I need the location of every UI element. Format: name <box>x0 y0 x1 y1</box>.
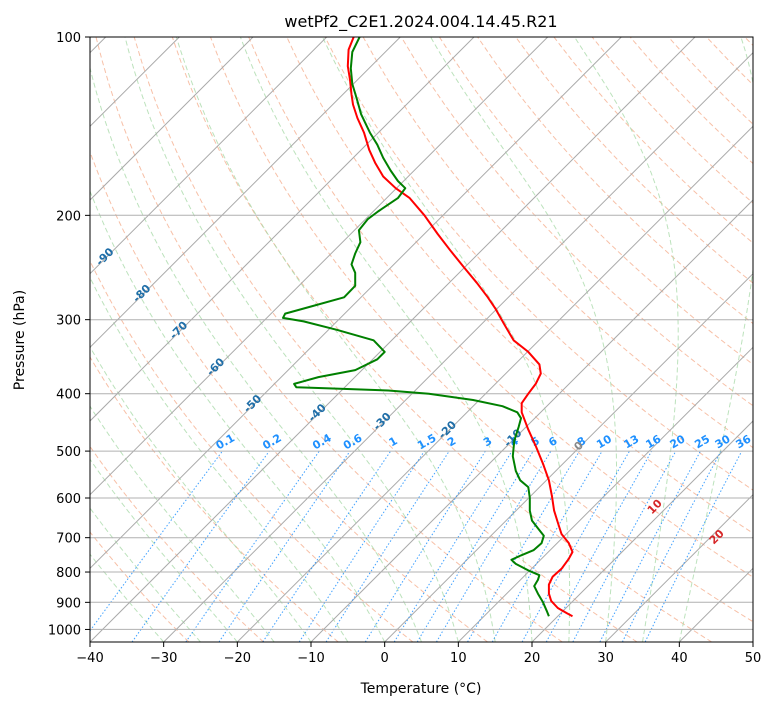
moist-adiabat-line <box>90 189 386 642</box>
x-axis-label: Temperature (°C) <box>360 681 482 697</box>
y-tick-label: 300 <box>56 314 81 329</box>
dry-adiabat-line <box>95 37 563 642</box>
chart-title: wetPf2_C2E1.2024.004.14.45.R21 <box>284 12 557 32</box>
isotherm-line <box>163 51 753 642</box>
isotherm-line <box>457 346 753 642</box>
moist-adiabat-line <box>175 37 496 642</box>
plot-area <box>90 37 753 642</box>
dry-adiabat-line <box>210 37 753 623</box>
dry-adiabat-line <box>90 445 264 642</box>
x-tick-label: 50 <box>745 651 762 666</box>
y-tick-label: 800 <box>56 566 81 581</box>
x-tick-label: 10 <box>450 651 467 666</box>
plot-frame <box>89 36 754 643</box>
mixing-ratio-line <box>90 450 223 632</box>
mixing-ratio-line <box>325 450 450 642</box>
isotherm-line <box>531 420 753 642</box>
mixing-ratio-line <box>262 450 392 642</box>
x-tick-label: −10 <box>297 651 324 666</box>
moist-adiabat-line <box>678 37 753 642</box>
mixing-ratio-line <box>644 450 743 642</box>
isotherm-line <box>384 272 753 642</box>
y-tick-label: 700 <box>56 532 81 547</box>
profile-series <box>282 37 574 618</box>
dry-adiabat-line <box>90 531 190 642</box>
x-tick-label: −40 <box>76 651 103 666</box>
mixing-ratio-line <box>599 450 701 642</box>
moist-adiabat-line <box>574 37 679 642</box>
isotherm-line <box>236 125 753 642</box>
mixing-ratio-label: 36 <box>733 432 753 451</box>
mixing-ratio-line <box>185 450 320 642</box>
moist-adiabat-line <box>430 37 617 642</box>
dry-adiabat-line <box>90 150 488 642</box>
dry-adiabat-line <box>438 37 753 366</box>
isotherm-line <box>90 37 328 275</box>
moist-adiabat-line <box>124 37 459 642</box>
moist-adiabat-line <box>322 37 571 642</box>
dry-adiabat-line <box>400 37 753 407</box>
x-tick-label: 40 <box>671 651 688 666</box>
moist-adiabat-line <box>90 276 349 642</box>
x-tick-label: −20 <box>224 651 251 666</box>
y-tick-label: 400 <box>56 388 81 403</box>
mixing-ratio-line <box>364 450 486 642</box>
x-tick-label: −30 <box>150 651 177 666</box>
moist-adiabat-line <box>90 65 422 642</box>
dry-adiabat-line <box>248 37 753 578</box>
y-tick-label: 600 <box>56 492 81 507</box>
isotherm-line <box>90 37 254 201</box>
x-tick-label: 0 <box>381 651 389 666</box>
dry-adiabat-line <box>324 37 753 491</box>
y-tick-label: 200 <box>56 209 81 224</box>
mixing-ratio-line <box>545 450 653 642</box>
isotherm-line <box>90 37 401 349</box>
isotherm-line <box>605 493 753 642</box>
moist-adiabat-line <box>239 37 533 642</box>
dry-adiabat-line <box>171 37 712 642</box>
y-tick-label: 900 <box>56 596 81 611</box>
mixing-ratio-line <box>621 450 722 642</box>
background-lines <box>90 37 753 642</box>
x-tick-label: 20 <box>524 651 541 666</box>
mixing-ratio-line <box>218 450 351 642</box>
isotherm-line <box>310 199 753 642</box>
y-tick-label: 500 <box>56 445 81 460</box>
moist-adiabat-line <box>90 405 275 642</box>
mixing-ratio-line <box>435 450 552 642</box>
axes: −40 −30 −20 −10 0 10 20 30 40 50 100 200 300 400 500 60… <box>48 31 761 666</box>
isotherm-line <box>90 37 622 570</box>
dry-adiabat-line <box>133 37 638 642</box>
dry-adiabat-line <box>90 356 339 642</box>
mixing-ratio-line <box>416 450 534 642</box>
y-tick-label: 1000 <box>48 623 81 638</box>
mixing-ratio-line <box>131 450 270 642</box>
mixing-ratio-line <box>298 450 425 642</box>
temperature-profile-line <box>346 37 574 618</box>
y-axis-label: Pressure (hPa) <box>12 290 28 390</box>
x-tick-label: 30 <box>597 651 614 666</box>
mixing-ratio-line <box>572 450 677 642</box>
isotherm-line <box>90 37 549 496</box>
moist-adiabat-line <box>90 458 238 642</box>
dewpoint-profile-line <box>282 37 550 617</box>
mixing-ratio-line <box>393 450 513 642</box>
isotherm-line <box>90 37 696 642</box>
mixing-ratio-line <box>521 450 630 642</box>
y-tick-label: 100 <box>56 31 81 46</box>
dry-adiabat-line <box>515 37 753 284</box>
